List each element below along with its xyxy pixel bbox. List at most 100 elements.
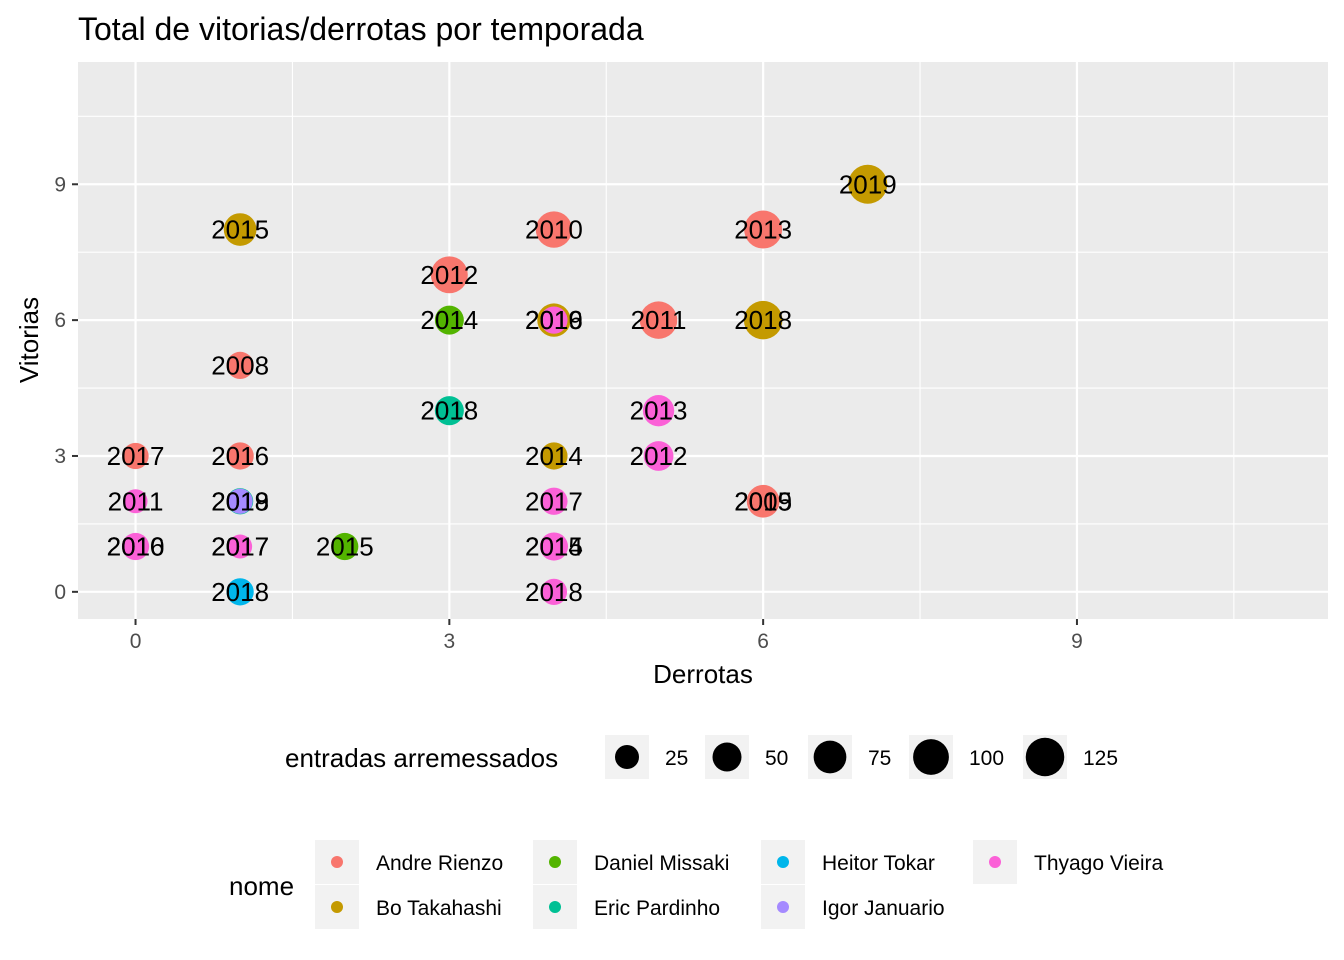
x-tick-label: 3: [443, 630, 455, 653]
y-tick-label: 3: [54, 445, 66, 468]
size-legend-title: entradas arremessados: [285, 743, 558, 773]
color-legend-label: Igor Januario: [822, 897, 945, 920]
point-label: 2014: [420, 305, 478, 335]
point-label: 2018: [211, 486, 269, 516]
data-point: [226, 578, 254, 606]
size-legend-label: 25: [665, 747, 688, 770]
point-label: 2017: [211, 532, 269, 562]
data-point: [434, 396, 464, 426]
data-point: [540, 532, 568, 561]
data-point: [540, 487, 568, 515]
point-label: 2016: [525, 305, 583, 335]
data-point: [228, 534, 253, 559]
point-label: 2015: [734, 486, 792, 516]
data-point: [642, 395, 675, 427]
data-point: [639, 301, 678, 339]
size-legend-label: 100: [969, 747, 1004, 770]
point-label: 2017: [525, 486, 583, 516]
color-legend-swatch: [549, 856, 561, 868]
y-axis-label: Vitorias: [14, 297, 44, 383]
color-legend-label: Heitor Tokar: [822, 852, 935, 875]
point-labels: 2008 2009 2010 2011 2012 2013 2015 2016 2017 2014…: [107, 169, 897, 607]
size-legend-label: 125: [1083, 747, 1118, 770]
data-point: [226, 351, 254, 380]
data-point: [123, 489, 148, 514]
point-label: 2011: [108, 486, 164, 516]
point-label: 2019: [839, 169, 897, 199]
x-tick-label: 9: [1071, 630, 1083, 653]
size-legend-swatch: [614, 744, 640, 770]
color-legend-label: Andre Rienzo: [376, 852, 503, 875]
color-legend-label: Bo Takahashi: [376, 897, 502, 920]
point-label: 2015: [211, 215, 269, 245]
data-points: [121, 164, 888, 606]
color-legend-label: Eric Pardinho: [594, 897, 720, 920]
data-point: [540, 306, 568, 334]
y-tick-label: 9: [54, 173, 66, 196]
point-label: 2010: [525, 215, 583, 245]
color-legend-swatch: [989, 856, 1001, 868]
color-legend-swatch: [777, 901, 789, 913]
point-label: 2012: [630, 441, 688, 471]
data-point: [535, 211, 573, 248]
color-legend: nome Andre Rienzo Bo Takahashi Daniel Miss…: [229, 840, 1164, 929]
point-label: 2013: [630, 396, 688, 426]
data-point: [848, 164, 888, 204]
point-label: 2011: [631, 305, 687, 335]
color-legend-swatch: [777, 856, 789, 868]
y-tick-label: 0: [54, 581, 66, 604]
plot-panel: [78, 62, 1328, 619]
point-label: 2012: [420, 260, 478, 290]
data-point: [223, 213, 257, 246]
size-legend-label: 50: [765, 747, 788, 770]
size-legend-label: 75: [868, 747, 891, 770]
point-label: 2013: [734, 215, 792, 245]
data-point: [746, 484, 780, 518]
point-label: 2018: [211, 577, 269, 607]
data-point: [430, 256, 468, 294]
color-legend-swatch: [549, 901, 561, 913]
data-point: [643, 441, 674, 471]
data-point: [744, 210, 783, 249]
point-label: 2010: [107, 532, 165, 562]
x-tick-label: 0: [130, 630, 142, 653]
data-point: [434, 305, 464, 335]
size-legend-swatch: [1025, 737, 1065, 777]
point-label: 2018: [420, 396, 478, 426]
color-legend-swatch: [331, 856, 343, 868]
point-label: 2019: [211, 486, 269, 516]
point-label: 2018: [525, 577, 583, 607]
size-legend: entradas arremessados 25 50 75 100 125: [285, 735, 1118, 779]
point-label: 2014: [525, 532, 583, 562]
point-label: 2017: [211, 532, 269, 562]
y-tick-label: 6: [54, 309, 66, 332]
point-label: 2016: [211, 441, 269, 471]
data-point: [122, 533, 149, 560]
x-axis-label: Derrotas: [653, 659, 753, 689]
data-point: [743, 300, 783, 340]
color-legend-label: Thyago Vieira: [1034, 852, 1164, 875]
point-label: 2015: [316, 532, 374, 562]
grid-lines: [78, 62, 1328, 619]
color-legend-swatch: [331, 901, 343, 913]
point-label: 2016: [107, 532, 165, 562]
size-legend-swatch: [913, 739, 949, 775]
data-point: [331, 532, 359, 561]
size-legend-swatch: [712, 742, 742, 772]
point-label: 2015: [525, 532, 583, 562]
point-label: 2014: [525, 441, 583, 471]
point-label: 2019: [525, 305, 583, 335]
data-point: [122, 442, 149, 470]
point-label: 2008: [211, 350, 269, 380]
point-label: 2018: [734, 305, 792, 335]
data-point: [227, 488, 253, 514]
data-point: [540, 578, 568, 605]
chart-title: Total de vitorias/derrotas por temporada: [78, 11, 644, 47]
point-label: 2017: [107, 441, 165, 471]
data-point: [540, 442, 568, 470]
point-label: 2009: [734, 486, 792, 516]
color-legend-title: nome: [229, 871, 294, 901]
axis-ticks: 0 3 6 9 0 3 6 9: [54, 173, 1082, 653]
data-point: [226, 442, 254, 470]
